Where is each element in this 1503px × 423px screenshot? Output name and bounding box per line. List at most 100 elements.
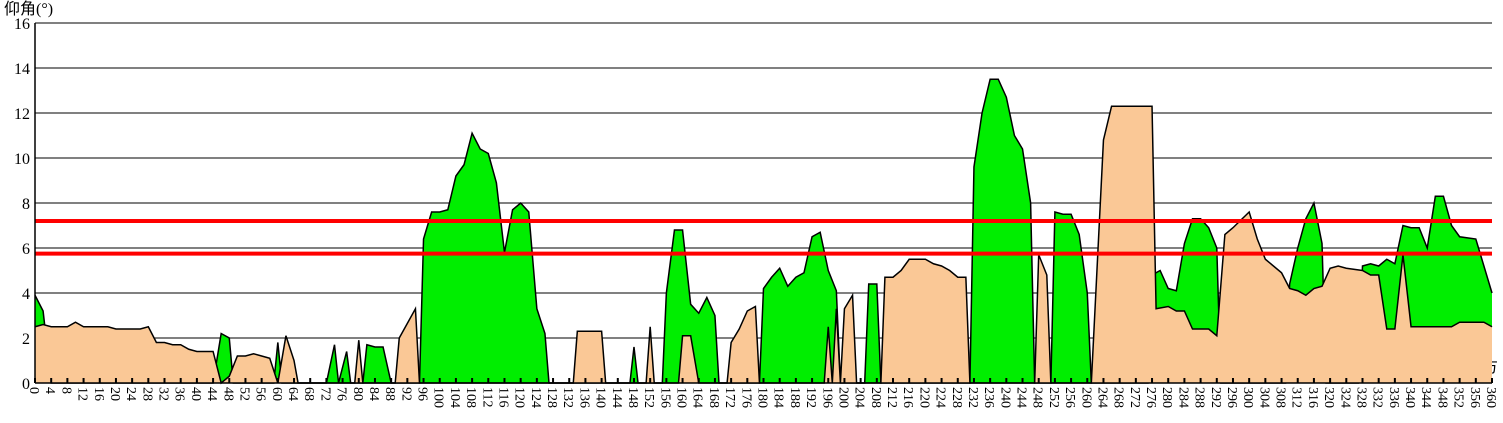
x-tick-label: 128 (544, 387, 559, 408)
x-tick-label: 120 (512, 387, 527, 408)
y-tick-label: 14 (14, 61, 30, 78)
x-tick-label: 340 (1402, 387, 1417, 408)
x-tick-label: 20 (107, 387, 122, 401)
x-tick-label: 124 (528, 387, 543, 408)
x-tick-label: 148 (625, 387, 640, 408)
x-tick-label: 352 (1451, 387, 1466, 408)
x-tick-label: 204 (852, 387, 867, 408)
x-tick-label: 112 (479, 387, 494, 407)
x-tick-label: 232 (965, 387, 980, 408)
x-tick-label: 8 (58, 387, 73, 394)
x-tick-label: 256 (1062, 387, 1077, 408)
x-tick-label: 268 (1111, 387, 1126, 408)
x-tick-label: 328 (1353, 387, 1368, 408)
x-tick-label: 196 (819, 387, 834, 408)
x-tick-label: 12 (75, 387, 90, 401)
x-tick-label: 284 (1175, 387, 1190, 408)
x-tick-label: 248 (1030, 387, 1045, 408)
x-tick-label: 208 (868, 387, 883, 408)
area (35, 106, 1492, 383)
x-tick-label: 228 (949, 387, 964, 408)
x-tick-label: 308 (1273, 387, 1288, 408)
x-tick-label: 48 (220, 387, 235, 401)
x-tick-label: 220 (916, 387, 931, 408)
x-tick-label: 356 (1467, 387, 1482, 408)
x-tick-label: 4 (42, 387, 57, 394)
x-tick-label: 216 (900, 387, 915, 408)
x-tick-label: 260 (1078, 387, 1093, 408)
x-tick-label: 244 (1014, 387, 1029, 408)
x-tick-label: 116 (495, 387, 510, 407)
x-tick-label: 152 (641, 387, 656, 408)
x-tick-label: 332 (1370, 387, 1385, 408)
x-tick-label: 200 (835, 387, 850, 408)
x-tick-label: 164 (690, 387, 705, 408)
x-tick-label: 320 (1321, 387, 1336, 408)
x-tick-label: 160 (674, 387, 689, 408)
x-tick-label: 156 (657, 387, 672, 408)
x-tick-label: 0 (26, 387, 41, 394)
x-tick-label: 72 (317, 387, 332, 401)
x-tick-label: 92 (398, 387, 413, 401)
x-tick-label: 100 (431, 387, 446, 408)
x-tick-label: 84 (366, 387, 381, 401)
x-tick-label: 348 (1434, 387, 1449, 408)
x-tick-label: 104 (447, 387, 462, 408)
x-tick-label: 192 (803, 387, 818, 408)
x-tick-label: 292 (1208, 387, 1223, 408)
x-tick-label: 240 (997, 387, 1012, 408)
area (35, 79, 1492, 383)
area-line (34, 105, 1493, 385)
x-tick-label: 272 (1127, 387, 1142, 408)
y-tick-label: 6 (22, 241, 30, 258)
x-tick-label: 300 (1240, 387, 1255, 408)
x-tick-label: 64 (285, 387, 300, 401)
x-tick-label: 136 (576, 387, 591, 408)
x-tick-label: 108 (463, 387, 478, 408)
x-tick-label: 80 (350, 387, 365, 401)
x-tick-label: 236 (981, 387, 996, 408)
x-tick-label: 144 (609, 387, 624, 408)
x-tick-label: 304 (1256, 387, 1271, 408)
x-tick-label: 76 (334, 387, 349, 401)
x-tick-label: 88 (382, 387, 397, 401)
x-tick-label: 168 (706, 387, 721, 408)
x-tick-label: 24 (123, 387, 138, 401)
x-tick-label: 32 (156, 387, 171, 401)
x-tick-label: 16 (91, 387, 106, 401)
y-tick-label: 10 (14, 151, 30, 168)
x-tick-label: 184 (771, 387, 786, 408)
x-tick-label: 60 (269, 387, 284, 401)
y-tick-label: 12 (14, 106, 30, 123)
x-tick-label: 44 (204, 387, 219, 401)
x-tick-label: 52 (236, 387, 251, 401)
x-tick-label: 316 (1305, 387, 1320, 408)
x-tick-label: 180 (755, 387, 770, 408)
x-tick-label: 264 (1094, 387, 1109, 408)
x-tick-label: 212 (884, 387, 899, 408)
x-tick-label: 140 (593, 387, 608, 408)
y-tick-label: 16 (14, 16, 30, 33)
x-tick-label: 68 (301, 387, 316, 401)
x-tick-label: 56 (253, 387, 268, 401)
x-tick-label: 344 (1418, 387, 1433, 408)
y-axis-label: 仰角(°) (4, 0, 53, 18)
x-tick-label: 312 (1289, 387, 1304, 408)
x-tick-label: 28 (139, 387, 154, 401)
x-tick-label: 252 (1046, 387, 1061, 408)
x-tick-label: 36 (172, 387, 187, 401)
y-tick-label: 2 (22, 331, 30, 348)
y-tick-label: 0 (22, 376, 30, 393)
x-tick-label: 280 (1159, 387, 1174, 408)
x-tick-label: 172 (722, 387, 737, 408)
x-tick-label: 224 (933, 387, 948, 408)
y-tick-label: 8 (22, 196, 30, 213)
x-tick-label: 132 (560, 387, 575, 408)
x-tick-label: 288 (1192, 387, 1207, 408)
x-tick-label: 176 (738, 387, 753, 408)
y-tick-label: 4 (22, 286, 30, 303)
x-tick-label: 96 (415, 387, 430, 401)
x-tick-label: 360 (1483, 387, 1498, 408)
